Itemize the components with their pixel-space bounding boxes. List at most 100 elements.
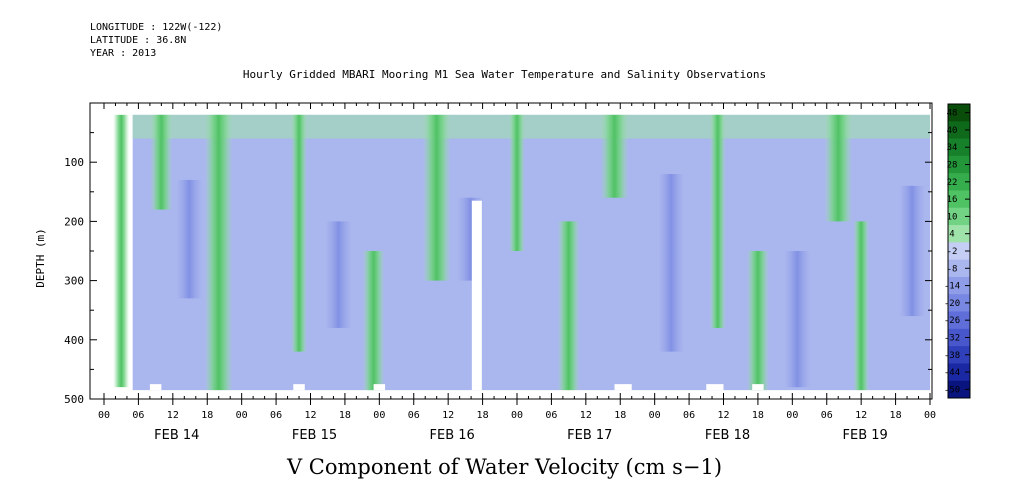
colorbar-swatch	[948, 259, 970, 278]
no-data-notch	[614, 384, 632, 391]
colorbar-swatch	[948, 328, 970, 347]
colorbar-swatch	[948, 138, 970, 157]
colorbar-label: 16	[947, 195, 958, 205]
positive-velocity-band	[824, 114, 853, 222]
year-label: YEAR : 2013	[90, 48, 157, 59]
x-hour-label: 18	[201, 410, 213, 421]
y-tick-label: 300	[64, 275, 84, 288]
colorbar-swatch	[948, 121, 970, 140]
colorbar-label: -8	[947, 264, 958, 274]
x-hour-label: 00	[373, 410, 385, 421]
colorbar-swatch	[948, 207, 970, 226]
top-ticks	[103, 103, 931, 399]
x-hour-label: 12	[717, 410, 729, 421]
colorbar-label: -32	[944, 333, 960, 343]
x-hour-label: 18	[477, 410, 489, 421]
no-data-notch	[373, 384, 386, 391]
colorbar-label: -2	[947, 247, 958, 257]
colorbar-swatch	[948, 173, 970, 191]
heatmap-field	[113, 114, 1009, 391]
colorbar-label: -20	[944, 299, 960, 309]
x-hour-label: 00	[511, 410, 523, 421]
colorbar-swatch	[948, 190, 970, 209]
data-gap	[471, 200, 482, 391]
colorbar-label: 22	[947, 178, 958, 188]
positive-velocity-band	[291, 114, 308, 352]
field-background	[132, 114, 931, 391]
colorbar-swatch	[948, 380, 970, 399]
positive-velocity-band	[746, 251, 769, 391]
x-hour-label: 00	[786, 410, 798, 421]
x-axis: 00 06 12 18 00 06 12 18 00 06 12 18 00 06 12 18 00 06 12 18…	[98, 399, 936, 443]
colorbar-label: 28	[947, 161, 958, 171]
positive-velocity-band	[113, 114, 130, 388]
negative-velocity-band	[784, 251, 811, 388]
x-day-label: FEB 15	[292, 428, 337, 443]
x-hour-label: 18	[752, 410, 764, 421]
colorbar-label: -44	[944, 368, 960, 378]
negative-velocity-band	[658, 174, 685, 352]
colorbar-swatch	[948, 276, 970, 295]
colorbar-label: 48	[947, 109, 958, 119]
chart-title: Hourly Gridded MBARI Mooring M1 Sea Wate…	[242, 68, 767, 81]
colorbar-swatch	[948, 311, 970, 330]
negative-velocity-band	[899, 185, 926, 317]
positive-velocity-band	[709, 114, 726, 328]
positive-velocity-band	[150, 114, 173, 210]
y-tick-label: 100	[64, 156, 84, 169]
longitude-label: LONGITUDE : 122W(-122)	[90, 22, 223, 33]
no-data-notch	[752, 384, 764, 391]
x-hour-label: 00	[236, 410, 248, 421]
colorbar-label: -14	[944, 282, 960, 292]
colorbar-label: -50	[944, 385, 960, 395]
x-hour-label: 12	[580, 410, 592, 421]
x-hour-label: 12	[855, 410, 867, 421]
x-hour-label: 06	[270, 410, 282, 421]
x-day-label: FEB 16	[430, 428, 475, 443]
x-day-label: FEB 14	[154, 428, 199, 443]
colorbar-swatch	[948, 294, 970, 313]
y-tick-label: 200	[64, 215, 84, 228]
y-axis: 100 200 300 400 500	[64, 102, 932, 406]
positive-velocity-band	[600, 114, 629, 198]
colorbar-label: 4	[949, 230, 954, 240]
colorbar-swatch	[948, 155, 970, 174]
x-hour-label: 06	[132, 410, 144, 421]
positive-velocity-band	[509, 114, 525, 251]
x-day-label: FEB 18	[705, 428, 750, 443]
colorbar-swatch	[948, 242, 970, 261]
latitude-label: LATITUDE : 36.8N	[90, 35, 187, 46]
x-hour-label: 06	[683, 410, 695, 421]
colorbar-swatch	[948, 363, 970, 382]
x-hour-label: 00	[649, 410, 661, 421]
colorbar-label: 40	[947, 126, 958, 136]
colorbar-label: -38	[944, 351, 960, 361]
colorbar-swatch	[948, 225, 970, 243]
x-hour-label: 18	[890, 410, 902, 421]
x-axis-title: V Component of Water Velocity (cm s−1)	[286, 455, 723, 479]
positive-velocity-band	[557, 221, 580, 391]
no-data-notch	[293, 384, 305, 391]
no-data-notch	[706, 384, 724, 391]
y-tick-label: 400	[64, 334, 84, 347]
colorbar-swatch	[948, 104, 970, 122]
y-axis-label: DEPTH (m)	[34, 228, 47, 288]
x-hour-label: 00	[98, 410, 110, 421]
x-hour-label: 12	[442, 410, 454, 421]
positive-velocity-band	[362, 251, 385, 391]
x-hour-label: 12	[167, 410, 179, 421]
x-hour-label: 06	[821, 410, 833, 421]
colorbar-label: 10	[947, 212, 958, 222]
surface-layer	[132, 114, 931, 139]
positive-velocity-band	[422, 114, 451, 281]
colorbar-swatch	[948, 346, 970, 364]
x-day-label: FEB 17	[567, 428, 612, 443]
x-hour-label: 06	[545, 410, 557, 421]
x-hour-label: 00	[924, 410, 936, 421]
y-tick-label: 500	[64, 393, 84, 406]
x-day-label: FEB 19	[843, 428, 888, 443]
no-data-notch	[149, 384, 162, 391]
positive-velocity-band	[991, 269, 1009, 390]
negative-velocity-band	[176, 179, 203, 299]
